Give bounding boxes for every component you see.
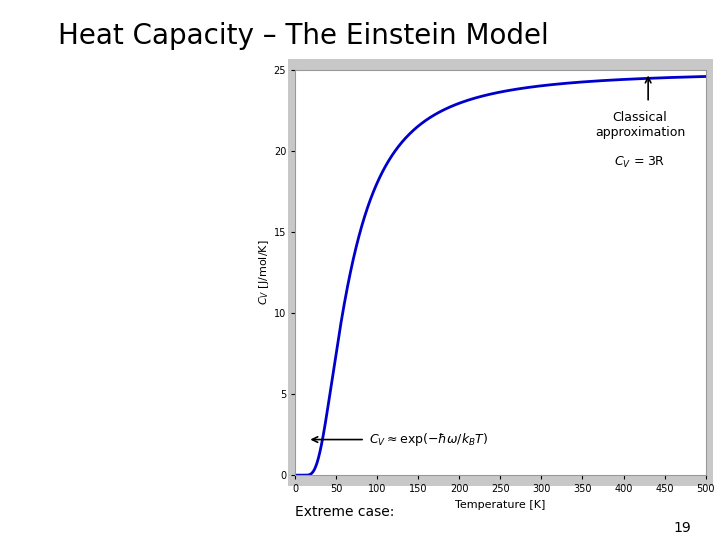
Text: Extreme case:: Extreme case: [295,505,395,519]
X-axis label: Temperature [K]: Temperature [K] [455,500,546,510]
Text: $C_V \approx \exp(-\hbar\omega/k_BT)$: $C_V \approx \exp(-\hbar\omega/k_BT)$ [369,431,488,448]
Y-axis label: $C_V$ [J/mol/K]: $C_V$ [J/mol/K] [257,240,271,306]
Text: $C_V$ = 3R: $C_V$ = 3R [614,154,665,170]
Text: 19: 19 [673,521,691,535]
Text: Heat Capacity – The Einstein Model: Heat Capacity – The Einstein Model [58,22,549,50]
Text: Classical
approximation: Classical approximation [595,111,685,139]
